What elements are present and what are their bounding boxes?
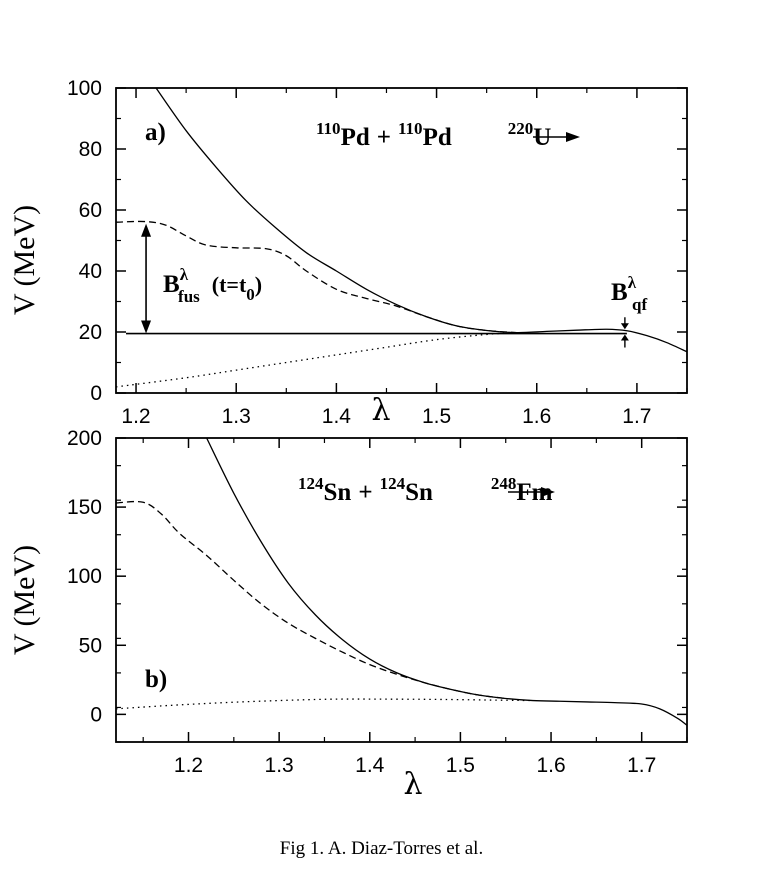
reaction-a-plus: + [377,124,391,151]
reaction-b-mass2: 124 [380,474,406,493]
x-tick-label-a: 1.6 [522,405,551,428]
panel-label-a: a) [145,119,166,146]
b-fus-sub: fus [178,287,200,306]
x-tick-label-b: 1.5 [446,754,475,777]
b-qf-arrow-head-down [620,323,629,330]
reaction-arrow-b [508,487,555,497]
b-fus-label: Bλ fus (t=t0) [163,265,262,306]
y-axis-title-b: V (MeV) [8,545,41,655]
y-tick-label-b: 200 [67,427,102,450]
x-tick-label-b: 1.2 [174,754,203,777]
y-tick-label-a: 0 [90,382,102,405]
figure-caption: Fig 1. A. Diaz-Torres et al. [279,838,484,859]
b-qf-base: B [611,279,628,306]
reaction-b-sym2: Sn [405,479,433,506]
b-qf-sup: λ [628,273,637,292]
b-fus-paren-sub: 0 [246,285,255,304]
reaction-a-mass1: 110 [316,119,341,138]
y-tick-label-a: 40 [79,260,102,283]
reaction-a-sym2: Pd [423,124,452,151]
x-tick-label-a: 1.3 [222,405,251,428]
y-tick-label-a: 80 [79,138,102,161]
y-tick-labels-a: 0 20 40 60 80 100 [67,77,102,405]
x-tick-label-a: 1.5 [422,405,451,428]
series-lines-a [116,88,687,388]
x-tick-labels-b: 1.2 1.3 1.4 1.5 1.6 1.7 [174,754,656,777]
y-tick-label-a: 20 [79,321,102,344]
reaction-a-mass2: 110 [398,119,423,138]
reaction-b-sym1: Sn [324,479,352,506]
x-tick-label-b: 1.6 [536,754,565,777]
reaction-b-plus: + [358,479,372,506]
axis-ticks-b [116,437,688,743]
x-axis-title-a: λ [371,393,390,428]
x-axis-title-b: λ [403,767,422,802]
plot-frame-b [115,437,688,743]
b-fus-paren-close: ) [255,272,262,297]
x-tick-label-a: 1.2 [121,405,150,428]
b-fus-arrow-head-down [141,320,152,334]
b-fus-base: B [163,271,180,298]
reaction-arrow-a [533,132,580,142]
b-fus-arrow-head-up [141,223,152,237]
x-tick-labels-a: 1.2 1.3 1.4 1.5 1.6 1.7 [121,405,651,428]
reaction-label-a: 110Pd +110Pd 220U [316,119,551,151]
y-axis-title-a: V (MeV) [8,205,41,315]
series-lines-b [116,438,687,726]
reaction-a-mass3: 220 [508,119,534,138]
series-line-dotted-a [116,331,517,388]
x-tick-label-b: 1.4 [355,754,385,777]
y-tick-label-b: 50 [79,634,102,657]
y-tick-label-b: 150 [67,496,102,519]
reaction-b-mass1: 124 [298,474,324,493]
x-tick-label-b: 1.3 [265,754,294,777]
x-tick-label-a: 1.7 [622,405,651,428]
y-tick-labels-b: 0 50 100 150 200 [67,427,102,726]
series-line-dotted-b [116,698,533,710]
axis-ticks-a [116,87,688,394]
b-qf-arrow-head-up [620,334,629,341]
series-line-dashed-a [116,220,517,334]
b-qf-label: Bλ qf [611,273,648,314]
b-qf-sub: qf [632,295,647,314]
b-fus-sup: λ [180,265,189,284]
series-line-dashed-b [116,500,506,700]
reaction-b-mass3: 248 [491,474,517,493]
b-fus-paren: (t=t [212,272,247,297]
reaction-a-sym1: Pd [341,124,370,151]
reaction-label-b: 124Sn +124Sn 248Fm [298,474,553,506]
y-tick-label-a: 60 [79,199,102,222]
y-tick-label-b: 0 [90,703,102,726]
y-tick-label-b: 100 [67,565,102,588]
y-tick-label-a: 100 [67,77,102,100]
series-line-solid-b [206,438,687,726]
barrier-arrows [141,223,629,348]
x-tick-label-a: 1.4 [322,405,352,428]
x-tick-label-b: 1.7 [627,754,656,777]
panel-label-b: b) [145,666,167,693]
